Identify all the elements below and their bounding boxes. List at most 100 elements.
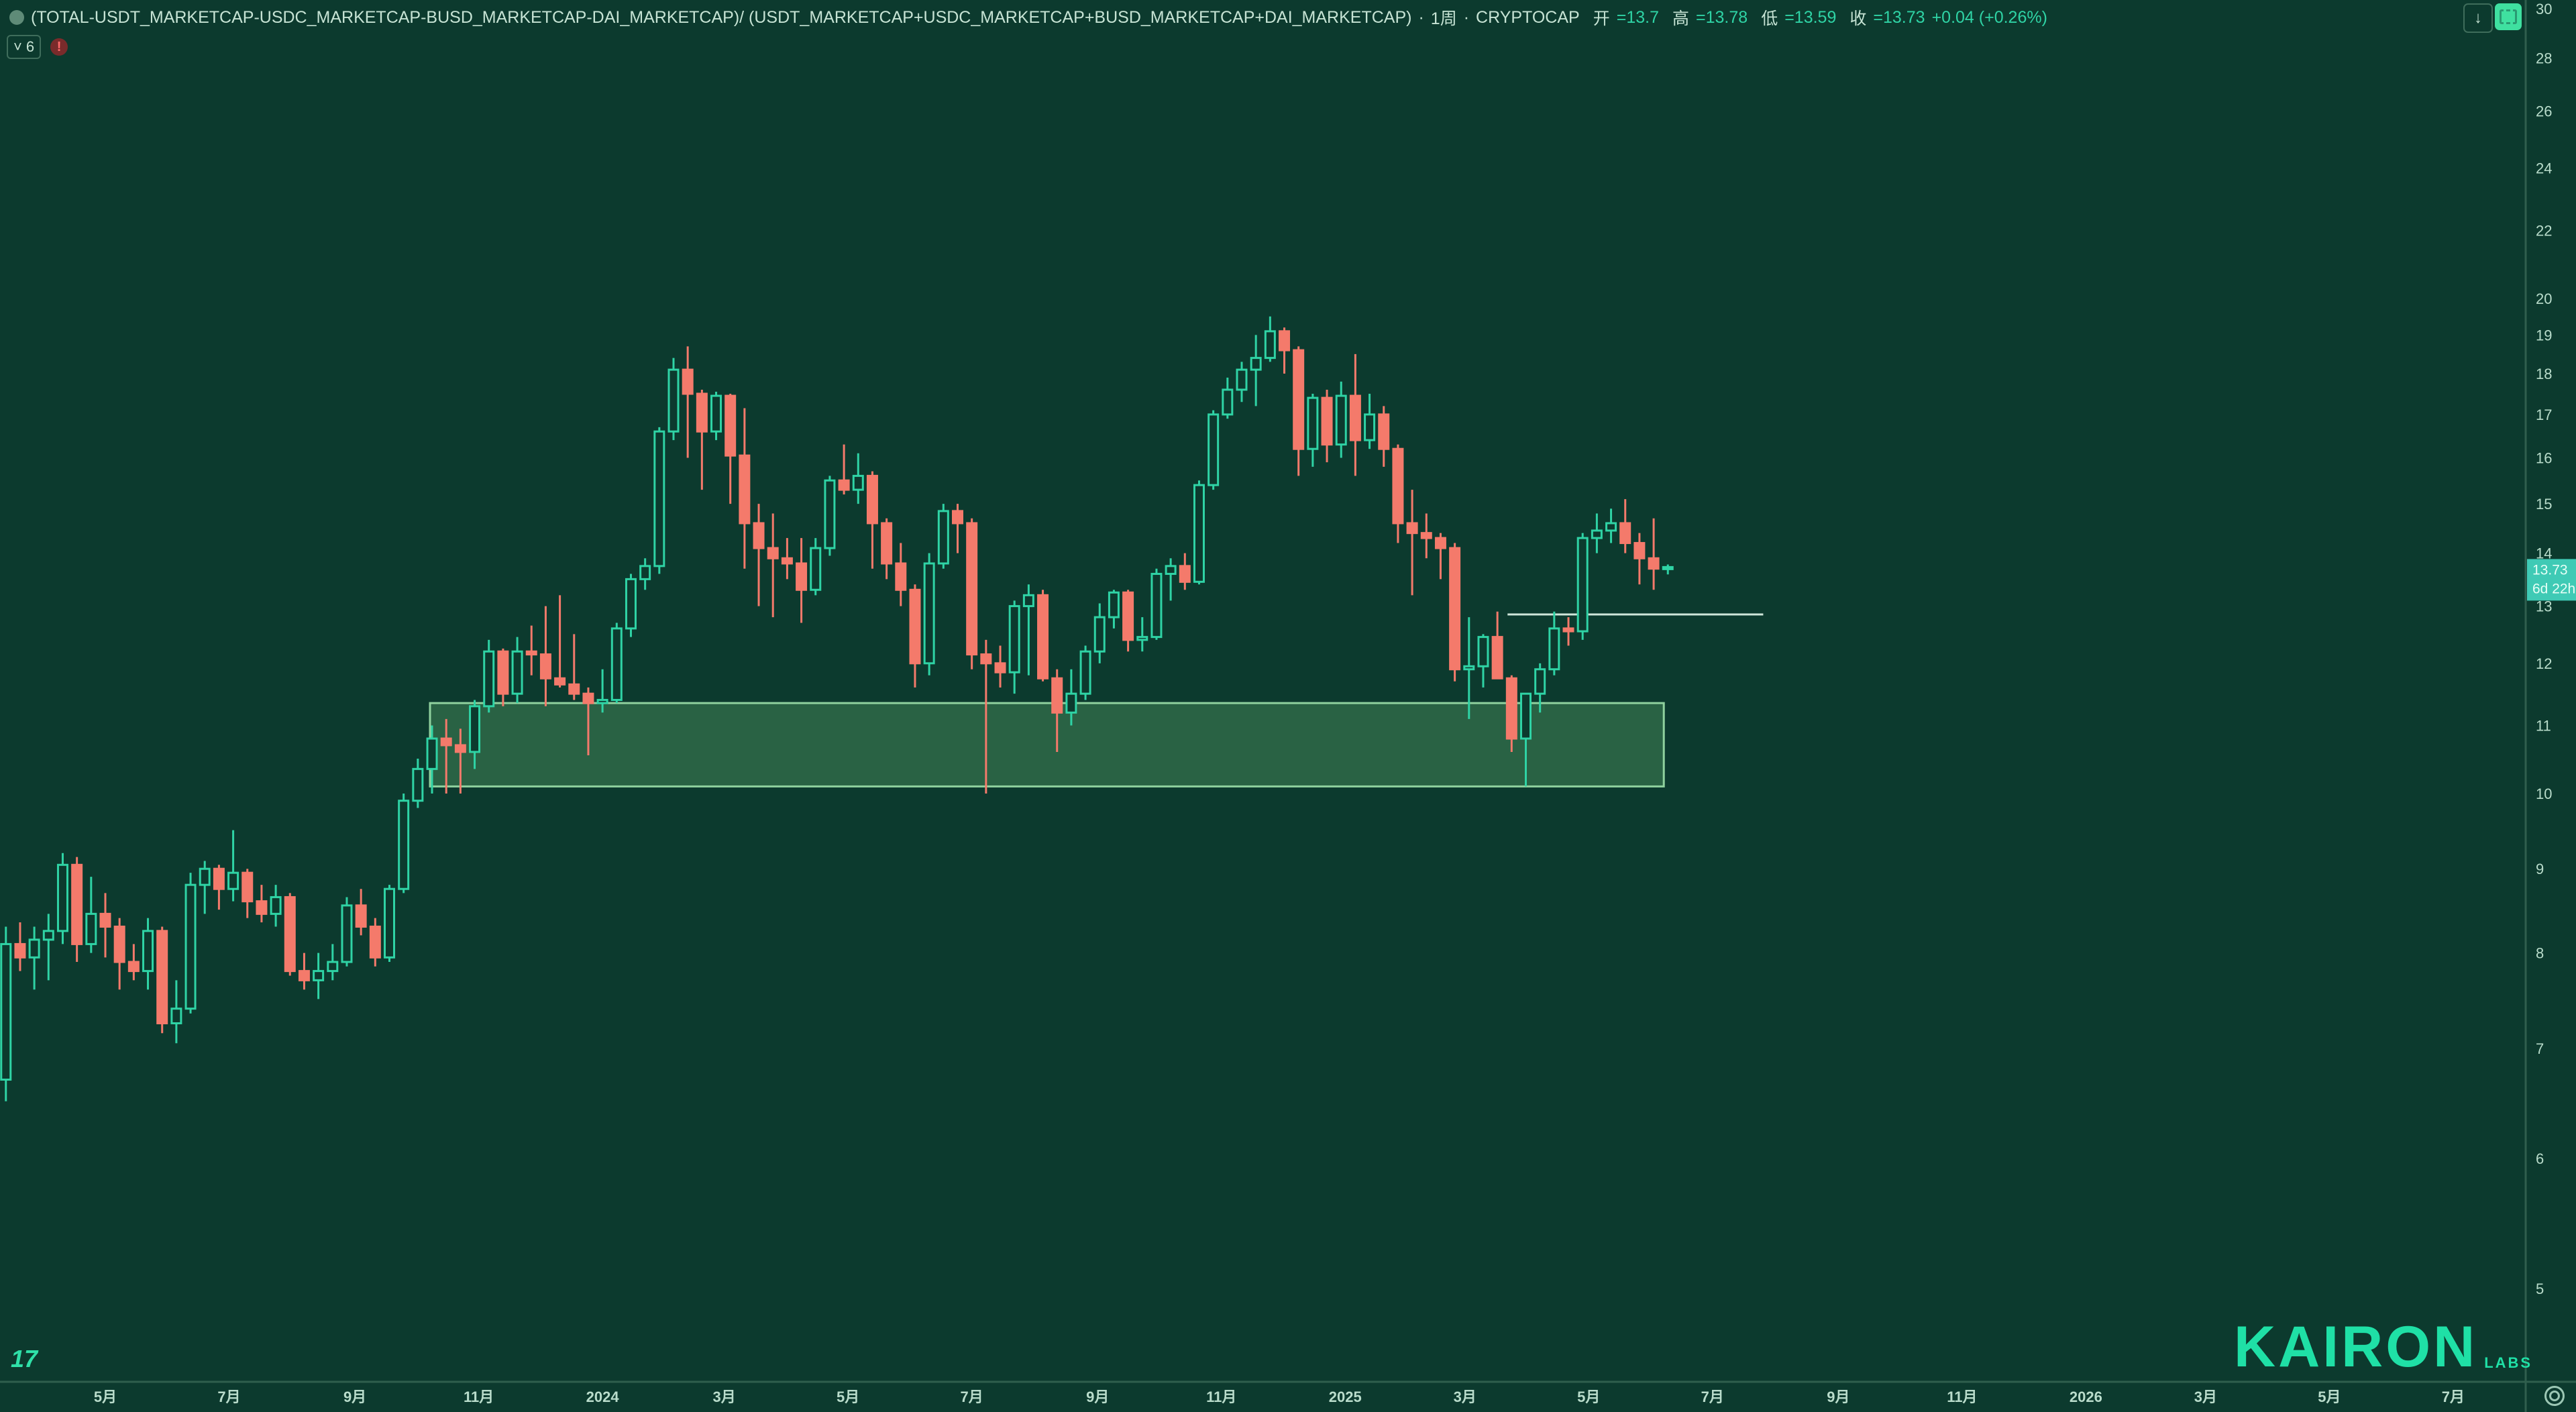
candle-body: [1321, 396, 1333, 446]
tradingview-logo[interactable]: 17: [11, 1345, 38, 1372]
candle: [568, 634, 580, 700]
price-tick-label: 26: [2536, 103, 2552, 119]
price-tick-label: 5: [2536, 1281, 2544, 1297]
candle: [298, 953, 310, 990]
candle-body: [596, 698, 608, 704]
symbol-title[interactable]: (TOTAL-USDT_MARKETCAP-USDC_MARKETCAP-BUS…: [31, 7, 1412, 27]
candle-body: [952, 510, 963, 525]
candle: [1648, 518, 1660, 590]
candle-body: [1648, 557, 1660, 570]
candle-body: [440, 737, 452, 747]
indicators-toggle-button[interactable]: ˅ 6: [7, 35, 42, 59]
time-tick-label: 7月: [2442, 1389, 2465, 1405]
candle: [1349, 354, 1361, 476]
candle: [625, 574, 637, 637]
candle-body: [1406, 522, 1418, 535]
candle-body: [1008, 605, 1020, 673]
candle-body: [980, 653, 992, 665]
interval[interactable]: 1周: [1430, 9, 1457, 28]
price-tick-label: 15: [2536, 496, 2552, 512]
low-value: =13.59: [1784, 7, 1837, 27]
candle-body: [1364, 413, 1376, 441]
candle-body: [469, 705, 481, 753]
time-tick-label: 5月: [1577, 1389, 1600, 1405]
candle: [28, 926, 40, 990]
candle: [1122, 590, 1134, 652]
candle-body: [753, 522, 765, 549]
candle-body: [625, 578, 637, 630]
arrow-down-icon: ↓: [2474, 9, 2482, 27]
candle-body: [71, 863, 83, 945]
price-tick-label: 28: [2536, 50, 2552, 66]
candle: [1150, 568, 1163, 640]
scroll-to-latest-button[interactable]: ↓: [2463, 3, 2493, 33]
candle: [824, 476, 836, 556]
candle-body: [497, 650, 509, 695]
candle: [256, 885, 268, 923]
last-price-value: 13.73: [2532, 562, 2568, 578]
price-tick-label: 16: [2536, 449, 2552, 466]
candle: [170, 980, 182, 1044]
time-tick-label: 2025: [1329, 1389, 1362, 1405]
candle-body: [1463, 665, 1475, 671]
candle-body: [199, 867, 211, 886]
candle-body: [1022, 594, 1034, 608]
candle: [14, 922, 26, 971]
price-tick-label: 17: [2536, 406, 2552, 423]
open-label: 开: [1593, 9, 1610, 28]
candle-body: [341, 904, 353, 963]
candle: [937, 504, 949, 569]
candle: [426, 725, 438, 794]
candle: [1619, 499, 1631, 553]
candle: [525, 625, 537, 675]
candle: [1307, 394, 1319, 467]
annotations: [429, 613, 1764, 788]
support-zone-rectangle[interactable]: [429, 702, 1665, 788]
candle-body: [1236, 368, 1248, 391]
price-tick-label: 6: [2536, 1150, 2544, 1167]
candle-body: [1279, 330, 1291, 351]
candle: [483, 639, 495, 713]
indicator-row: ˅ 6 !: [7, 35, 68, 59]
candle: [710, 391, 722, 441]
candle-body: [0, 942, 12, 1081]
candle: [56, 853, 68, 944]
fullscreen-button[interactable]: [2495, 3, 2522, 30]
price-tick-label: 19: [2536, 327, 2552, 343]
candle-body: [113, 925, 125, 963]
candle-body: [525, 650, 537, 656]
candle: [327, 944, 339, 981]
price-tick-label: 13: [2536, 598, 2552, 615]
candle-body: [241, 871, 254, 903]
warning-icon[interactable]: !: [50, 38, 68, 56]
candle: [127, 944, 140, 981]
candle: [610, 622, 623, 704]
candle-body: [426, 737, 438, 770]
candle-body: [1662, 565, 1674, 570]
time-axis[interactable]: 5月 7月 9月 11月 2024 3月 5月 7月 9月 11月 2025 3月 5月 7月 9月 11月 2…: [94, 1389, 2465, 1405]
last-price-label: 13.73 6d 22h: [2527, 559, 2576, 601]
candle-body: [923, 562, 935, 665]
candle-body: [170, 1008, 182, 1024]
candle: [739, 408, 751, 569]
candle: [1605, 508, 1617, 543]
candle: [1222, 377, 1234, 419]
candle-body: [483, 650, 495, 708]
candle: [213, 865, 225, 910]
candle: [767, 513, 779, 618]
candle-body: [781, 557, 793, 565]
candle: [398, 794, 410, 893]
time-tick-label: 11月: [1947, 1389, 1977, 1405]
last-price-badge: [2527, 559, 2576, 601]
candle: [1491, 611, 1503, 680]
candle: [384, 885, 395, 963]
candle: [284, 893, 296, 976]
candle: [369, 918, 381, 967]
candle-body: [696, 392, 708, 433]
candle: [1165, 558, 1177, 601]
settings-gear-icon[interactable]: [2544, 1386, 2565, 1406]
candle-body: [1108, 591, 1120, 618]
candle: [1108, 590, 1120, 629]
